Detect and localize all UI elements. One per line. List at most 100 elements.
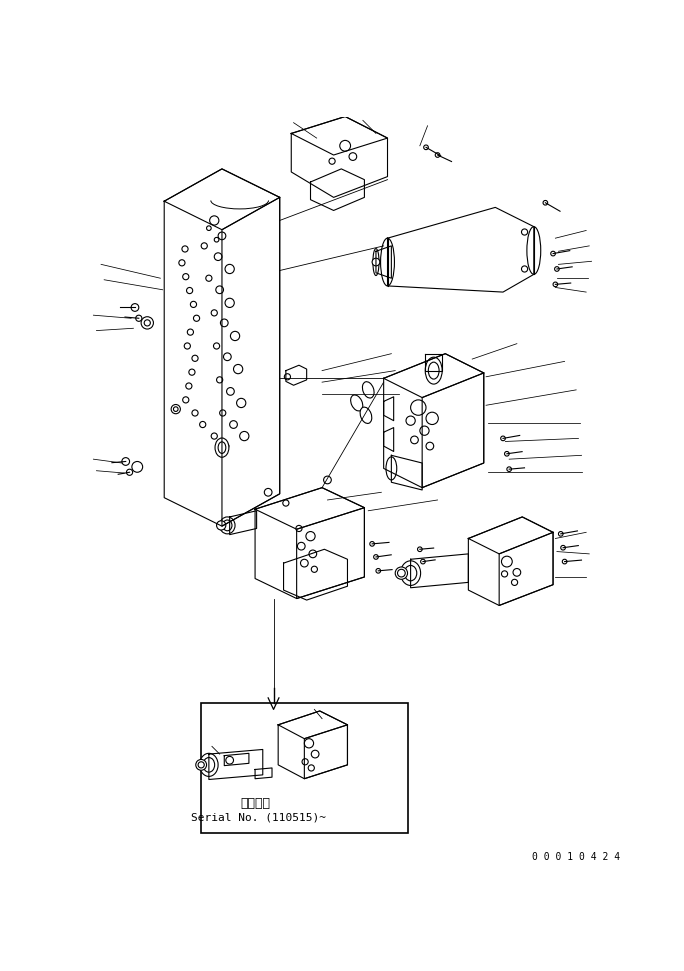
- Circle shape: [553, 282, 557, 286]
- Ellipse shape: [218, 442, 226, 453]
- Circle shape: [182, 246, 188, 252]
- Circle shape: [194, 316, 200, 321]
- Circle shape: [435, 152, 440, 157]
- Circle shape: [144, 319, 150, 326]
- Circle shape: [201, 243, 207, 249]
- Circle shape: [214, 238, 219, 242]
- Ellipse shape: [428, 362, 439, 379]
- Circle shape: [192, 355, 198, 361]
- Circle shape: [501, 436, 505, 441]
- Circle shape: [370, 542, 374, 546]
- Circle shape: [127, 469, 133, 476]
- Circle shape: [187, 287, 193, 293]
- Ellipse shape: [404, 565, 417, 581]
- Circle shape: [220, 410, 226, 416]
- Circle shape: [192, 410, 198, 416]
- Circle shape: [308, 765, 315, 771]
- Ellipse shape: [386, 457, 397, 480]
- Circle shape: [302, 758, 308, 765]
- Circle shape: [223, 443, 229, 450]
- Circle shape: [551, 251, 555, 256]
- Circle shape: [225, 298, 235, 308]
- Circle shape: [183, 397, 189, 403]
- Circle shape: [311, 566, 317, 572]
- Circle shape: [224, 352, 231, 360]
- Circle shape: [309, 550, 317, 557]
- Circle shape: [233, 364, 243, 374]
- Circle shape: [230, 420, 237, 428]
- Circle shape: [211, 310, 218, 316]
- Circle shape: [239, 431, 249, 441]
- Circle shape: [304, 739, 313, 748]
- Circle shape: [171, 405, 181, 414]
- Circle shape: [513, 568, 521, 576]
- Circle shape: [420, 426, 429, 435]
- Ellipse shape: [380, 238, 395, 285]
- Circle shape: [187, 329, 194, 335]
- Circle shape: [373, 554, 378, 559]
- Circle shape: [329, 158, 335, 164]
- Circle shape: [349, 152, 357, 160]
- Circle shape: [215, 285, 224, 293]
- Circle shape: [237, 398, 246, 408]
- Circle shape: [300, 559, 308, 567]
- Ellipse shape: [200, 753, 218, 777]
- Circle shape: [285, 374, 291, 380]
- Circle shape: [410, 400, 426, 416]
- Ellipse shape: [360, 407, 372, 423]
- Circle shape: [217, 520, 226, 530]
- Circle shape: [296, 525, 302, 531]
- Bar: [201, 703, 408, 832]
- Circle shape: [282, 500, 289, 506]
- Circle shape: [217, 377, 223, 383]
- Circle shape: [521, 229, 527, 235]
- Ellipse shape: [373, 249, 379, 276]
- Circle shape: [507, 467, 512, 472]
- Circle shape: [501, 571, 508, 577]
- Ellipse shape: [220, 517, 235, 534]
- Circle shape: [406, 416, 415, 425]
- Circle shape: [141, 317, 153, 329]
- Circle shape: [196, 759, 207, 770]
- Circle shape: [426, 442, 434, 450]
- Circle shape: [213, 343, 220, 349]
- Circle shape: [220, 319, 228, 326]
- Circle shape: [183, 274, 189, 280]
- Circle shape: [231, 331, 239, 341]
- Ellipse shape: [223, 520, 232, 531]
- Circle shape: [426, 413, 438, 424]
- Ellipse shape: [351, 395, 363, 411]
- Circle shape: [395, 567, 408, 580]
- Circle shape: [264, 488, 272, 496]
- Circle shape: [306, 531, 315, 541]
- Ellipse shape: [527, 226, 541, 275]
- Circle shape: [190, 301, 196, 308]
- Circle shape: [209, 216, 219, 225]
- Circle shape: [372, 258, 380, 266]
- Ellipse shape: [203, 757, 215, 772]
- Circle shape: [122, 457, 129, 465]
- Circle shape: [562, 559, 567, 564]
- Text: Serial No. (110515)~: Serial No. (110515)~: [191, 812, 326, 822]
- Text: 0 0 0 1 0 4 2 4: 0 0 0 1 0 4 2 4: [532, 853, 620, 862]
- Circle shape: [298, 543, 305, 550]
- Circle shape: [421, 559, 425, 564]
- Ellipse shape: [215, 438, 229, 457]
- Circle shape: [132, 461, 143, 472]
- Circle shape: [397, 569, 405, 577]
- Circle shape: [200, 421, 206, 427]
- Circle shape: [186, 383, 192, 389]
- Circle shape: [206, 275, 212, 282]
- Circle shape: [521, 266, 527, 272]
- Circle shape: [555, 267, 560, 271]
- Circle shape: [543, 200, 548, 205]
- Circle shape: [561, 546, 566, 550]
- Circle shape: [558, 531, 563, 536]
- Ellipse shape: [425, 357, 442, 385]
- Circle shape: [417, 547, 422, 552]
- Circle shape: [512, 580, 518, 586]
- Circle shape: [410, 436, 419, 444]
- Circle shape: [135, 316, 142, 321]
- Circle shape: [174, 407, 178, 412]
- Circle shape: [505, 452, 509, 456]
